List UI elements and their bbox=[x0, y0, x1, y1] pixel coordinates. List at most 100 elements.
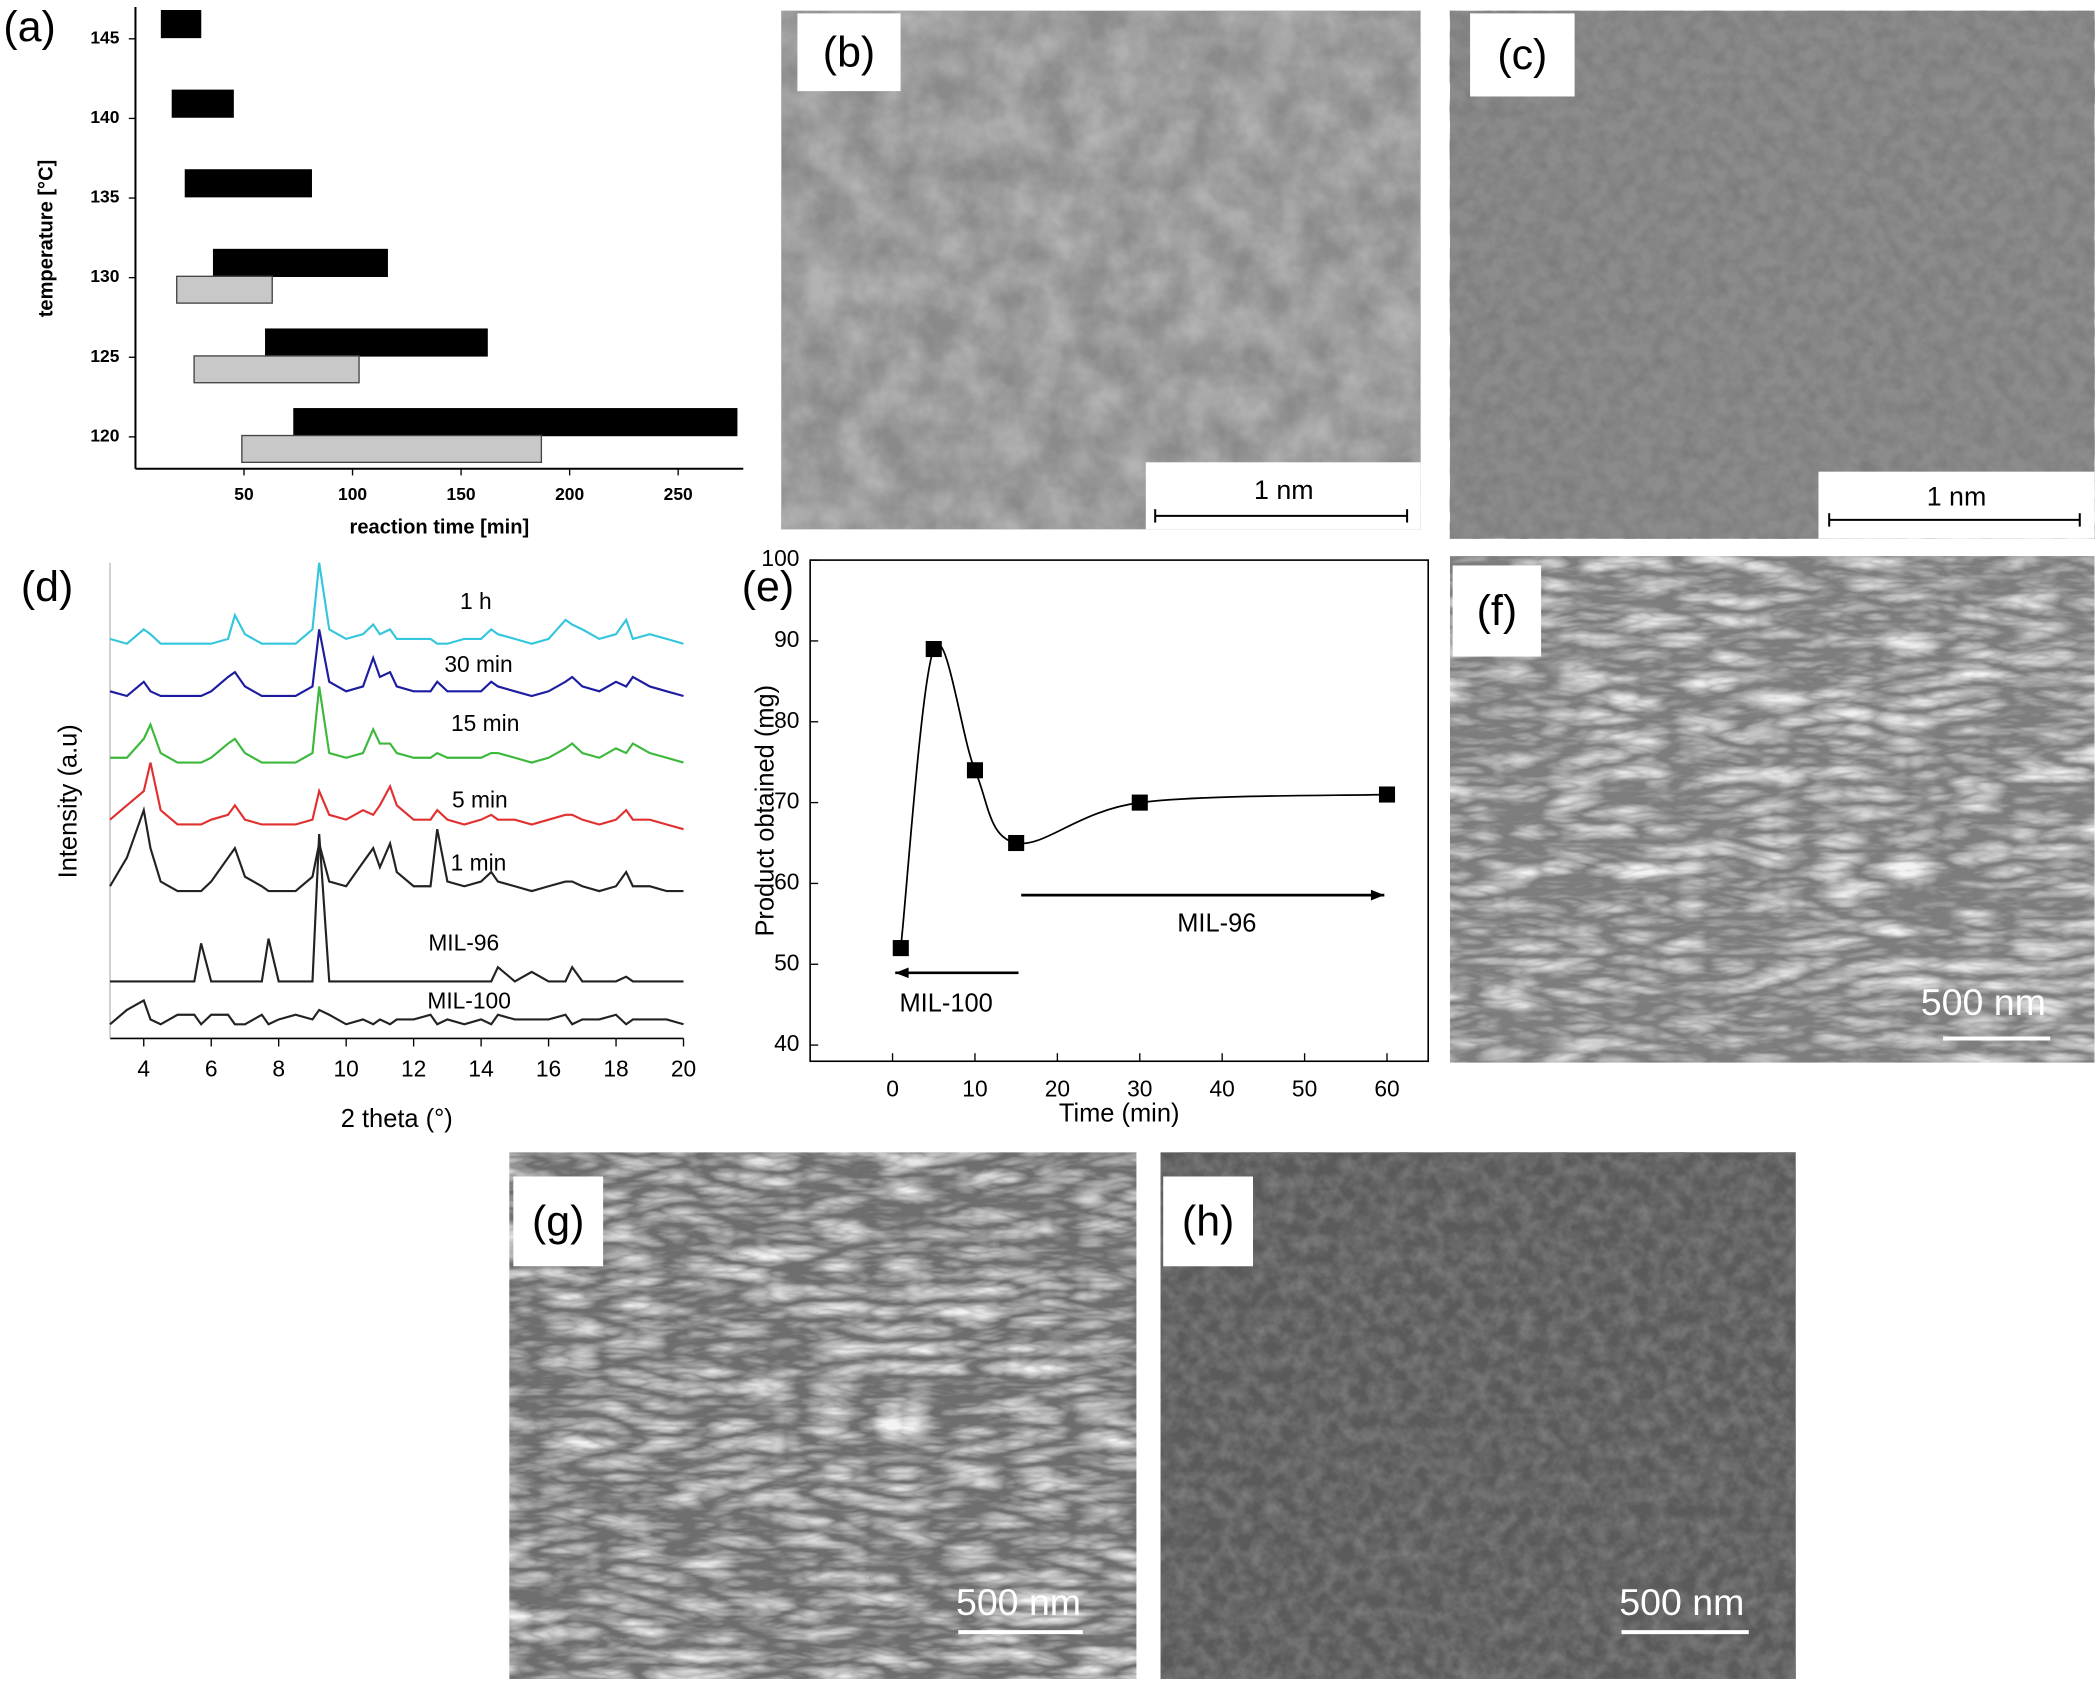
range-bar bbox=[265, 328, 488, 357]
y-axis-label: Product obtained (mg) bbox=[751, 685, 779, 937]
y-tick-label: 100 bbox=[761, 545, 799, 571]
x-tick-label: 40 bbox=[1210, 1076, 1235, 1102]
scale-label: 500 nm bbox=[956, 1581, 1081, 1623]
scale-label: 500 nm bbox=[1619, 1581, 1744, 1623]
range-bar bbox=[171, 89, 234, 118]
panel-label: (h) bbox=[1182, 1197, 1234, 1245]
scale-label: 500 nm bbox=[1921, 981, 2046, 1023]
x-tick-label: 16 bbox=[536, 1056, 561, 1082]
scale-label: 1 nm bbox=[1254, 475, 1314, 505]
label-box bbox=[797, 13, 901, 92]
data-point bbox=[1131, 794, 1148, 811]
x-tick-label: 10 bbox=[962, 1076, 987, 1102]
panel-label: (c) bbox=[1497, 31, 1547, 79]
scale-box bbox=[1818, 471, 2095, 539]
x-tick-label: 50 bbox=[1292, 1076, 1317, 1102]
panel-label: (a) bbox=[3, 3, 55, 51]
panel-label: (b) bbox=[823, 28, 875, 76]
data-point bbox=[1008, 834, 1025, 852]
xrd-pattern bbox=[110, 686, 684, 764]
x-tick-label: 150 bbox=[447, 484, 476, 504]
data-point bbox=[892, 940, 909, 957]
series-label: MIL-96 bbox=[428, 930, 499, 956]
fit-curve bbox=[899, 643, 1388, 949]
data-point bbox=[966, 762, 984, 779]
x-tick-label: 50 bbox=[234, 484, 253, 504]
y-tick-label: 125 bbox=[90, 346, 119, 366]
series-label: 1 h bbox=[460, 588, 492, 614]
arrow-head bbox=[1370, 889, 1385, 901]
xrd-pattern bbox=[109, 805, 684, 893]
x-axis-label: 2 theta (°) bbox=[341, 1105, 453, 1133]
sem-texture bbox=[1160, 1152, 1796, 1679]
y-tick-label: 50 bbox=[774, 949, 799, 975]
range-bar bbox=[193, 355, 360, 384]
sem-texture bbox=[1449, 556, 2095, 1063]
x-tick-label: 30 bbox=[1127, 1076, 1152, 1102]
x-tick-label: 6 bbox=[205, 1056, 218, 1082]
range-bar bbox=[241, 434, 543, 464]
x-axis-label: reaction time [min] bbox=[350, 516, 530, 538]
x-tick-label: 12 bbox=[401, 1056, 426, 1082]
panel-label: (g) bbox=[532, 1197, 584, 1245]
y-tick-label: 90 bbox=[774, 626, 799, 652]
x-tick-label: 4 bbox=[137, 1056, 150, 1082]
series-label: 5 min bbox=[452, 786, 508, 812]
data-point bbox=[925, 640, 942, 658]
label-box bbox=[1163, 1176, 1254, 1267]
data-point bbox=[1378, 786, 1396, 803]
panel-label: (f) bbox=[1477, 587, 1517, 635]
y-axis-label: Intensity (a.u) bbox=[55, 724, 83, 878]
x-tick-label: 250 bbox=[664, 484, 693, 504]
y-tick-label: 145 bbox=[90, 27, 119, 47]
annotation: MIL-96 bbox=[1177, 909, 1256, 937]
arrow-head bbox=[895, 967, 909, 979]
label-box bbox=[1470, 13, 1575, 97]
y-axis-label: temperature [°C] bbox=[35, 160, 57, 318]
x-tick-label: 8 bbox=[272, 1056, 285, 1082]
xrd-pattern bbox=[109, 629, 684, 698]
y-tick-label: 120 bbox=[90, 425, 119, 445]
range-bar bbox=[184, 169, 312, 198]
x-tick-label: 100 bbox=[338, 484, 367, 504]
sem-texture bbox=[781, 10, 1421, 530]
series-label: 15 min bbox=[451, 710, 519, 736]
x-tick-label: 14 bbox=[468, 1056, 493, 1082]
series-label: 1 min bbox=[451, 849, 507, 875]
sem-texture bbox=[509, 1152, 1137, 1679]
xrd-pattern bbox=[109, 998, 684, 1026]
panel-label: (d) bbox=[21, 563, 73, 611]
x-tick-label: 20 bbox=[671, 1056, 696, 1082]
panel-label: (e) bbox=[742, 563, 794, 611]
y-tick-label: 60 bbox=[774, 868, 799, 894]
x-tick-label: 20 bbox=[1045, 1076, 1070, 1102]
range-bar bbox=[212, 248, 388, 277]
x-tick-label: 18 bbox=[603, 1056, 628, 1082]
x-tick-label: 60 bbox=[1374, 1076, 1399, 1102]
y-tick-label: 70 bbox=[774, 788, 799, 814]
sem-texture bbox=[1449, 10, 2095, 539]
x-tick-label: 10 bbox=[333, 1056, 358, 1082]
x-axis-label: Time (min) bbox=[1059, 1100, 1180, 1128]
range-bar bbox=[160, 10, 202, 39]
scale-box bbox=[1145, 462, 1421, 530]
series-label: 30 min bbox=[444, 651, 512, 677]
y-tick-label: 130 bbox=[90, 266, 119, 286]
series-label: MIL-100 bbox=[427, 987, 511, 1013]
range-bar bbox=[176, 275, 273, 304]
y-tick-label: 140 bbox=[90, 107, 119, 127]
x-tick-label: 200 bbox=[555, 484, 584, 504]
label-box bbox=[1452, 565, 1542, 657]
x-tick-label: 0 bbox=[886, 1076, 899, 1102]
y-tick-label: 135 bbox=[90, 187, 119, 207]
y-tick-label: 80 bbox=[774, 707, 799, 733]
label-box bbox=[513, 1176, 604, 1267]
xrd-pattern bbox=[110, 833, 684, 983]
range-bar bbox=[293, 408, 738, 437]
xrd-pattern bbox=[109, 762, 684, 831]
y-tick-label: 40 bbox=[774, 1030, 799, 1056]
xrd-pattern bbox=[109, 562, 684, 645]
annotation: MIL-100 bbox=[899, 990, 992, 1018]
plot-frame bbox=[809, 559, 1430, 1063]
